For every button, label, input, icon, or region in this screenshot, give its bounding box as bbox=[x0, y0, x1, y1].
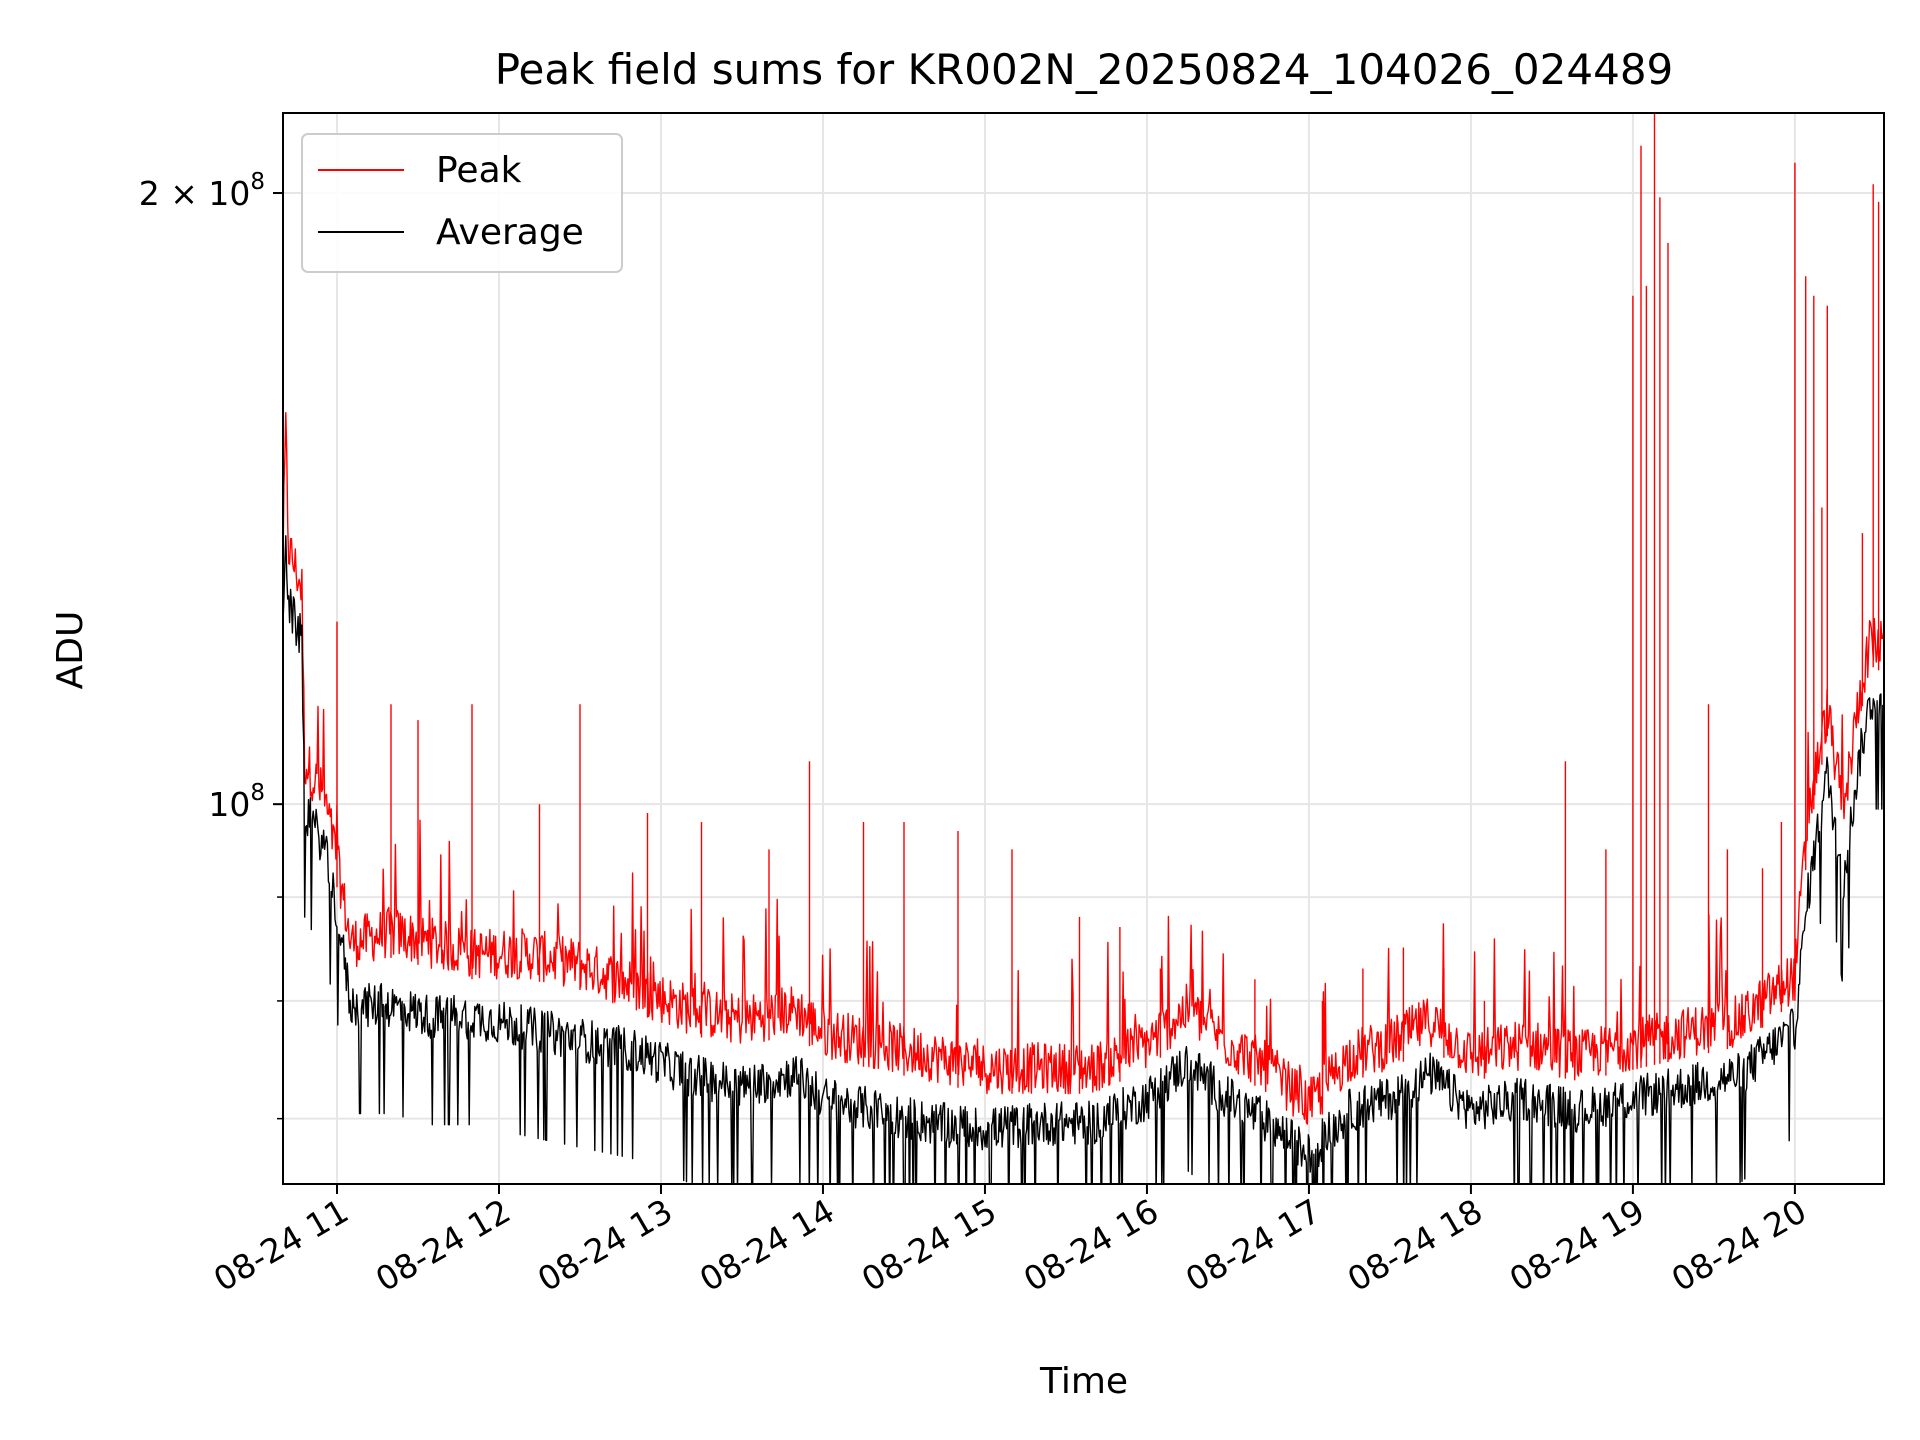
y-axis-label: ADU bbox=[50, 611, 91, 690]
y-tick-label: 2 × 108 bbox=[139, 169, 265, 213]
series-layer bbox=[283, 113, 1884, 1184]
series-line-average bbox=[283, 535, 1884, 1184]
series-line-peak bbox=[283, 113, 1884, 1125]
legend-peak-label: Peak bbox=[436, 150, 522, 191]
x-axis-label: Time bbox=[1039, 1361, 1128, 1402]
y-axis: 2 × 108 108 bbox=[139, 169, 283, 1120]
plot-area-frame bbox=[282, 112, 1885, 1185]
legend-box bbox=[301, 133, 623, 273]
legend-average-label: Average bbox=[436, 212, 584, 253]
legend: Peak Average bbox=[301, 133, 623, 273]
y-tick-label: 108 bbox=[208, 780, 265, 824]
chart-title: Peak field sums for KR002N_20250824_1040… bbox=[495, 45, 1674, 94]
